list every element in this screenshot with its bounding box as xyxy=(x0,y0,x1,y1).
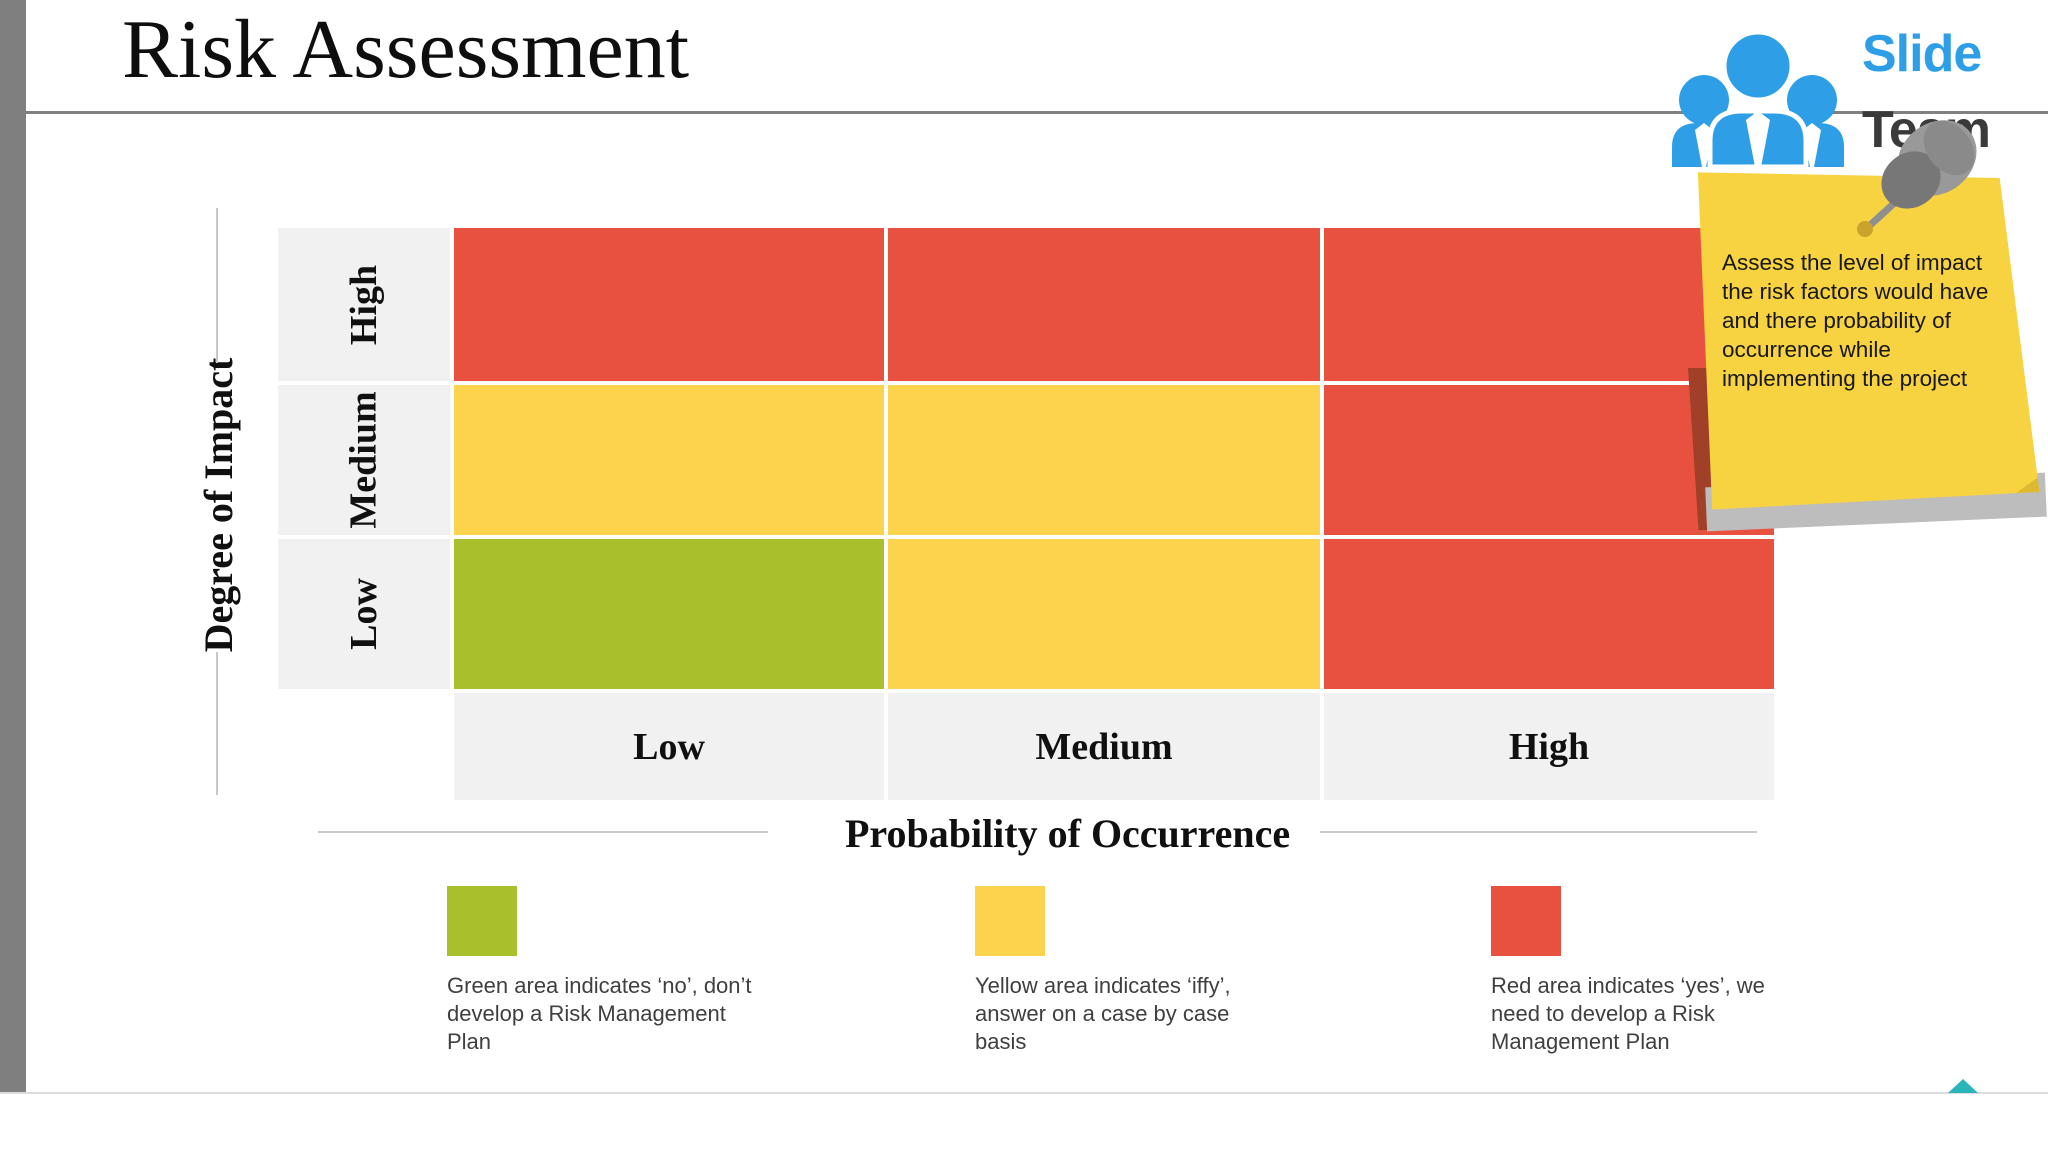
x-axis-title: Probability of Occurrence xyxy=(845,811,1291,856)
col-header-high: High xyxy=(1324,693,1774,800)
page-title: Risk Assessment xyxy=(122,3,690,96)
row-label-medium: Medium xyxy=(278,385,450,535)
y-axis-line-bottom xyxy=(216,652,218,795)
push-pin-icon xyxy=(1857,120,1977,237)
legend-swatch-red xyxy=(1491,886,1561,956)
risk-matrix-grid: High Medium Low Low Medium High xyxy=(278,228,1774,800)
legend-swatch-green xyxy=(447,886,517,956)
y-axis-title: Degree of Impact xyxy=(195,357,241,653)
row-label-text: High xyxy=(343,264,385,345)
legend-text-red: Red area indicates ‘yes’, we need to dev… xyxy=(1491,973,1765,1054)
matrix-corner-cell xyxy=(278,693,450,800)
matrix-cell-low-high xyxy=(1324,539,1774,689)
col-header-medium: Medium xyxy=(888,693,1320,800)
matrix-cell-low-low xyxy=(454,539,884,689)
row-label-high: High xyxy=(278,228,450,381)
row-label-low: Low xyxy=(278,539,450,689)
sticky-note-text: Assess the level of impact the risk fact… xyxy=(1722,250,1989,391)
legend-item-yellow: Yellow area indicates ‘iffy’, answer on … xyxy=(975,886,1345,1056)
footer-line xyxy=(0,1092,2048,1094)
matrix-cell-medium-medium xyxy=(888,385,1320,535)
triangle-up-icon[interactable] xyxy=(1948,1079,1978,1093)
matrix-cell-high-medium xyxy=(888,228,1320,381)
legend-swatch-yellow xyxy=(975,886,1045,956)
legend-text-green: Green area indicates ‘no’, don’t develop… xyxy=(447,973,752,1054)
row-label-text: Low xyxy=(342,578,385,650)
legend-item-red: Red area indicates ‘yes’, we need to dev… xyxy=(1491,886,1861,1056)
matrix-cell-low-medium xyxy=(888,539,1320,689)
x-axis-line-right xyxy=(1320,831,1757,833)
legend-text-yellow: Yellow area indicates ‘iffy’, answer on … xyxy=(975,973,1231,1054)
left-edge-bar xyxy=(0,0,26,1093)
legend-item-green: Green area indicates ‘no’, don’t develop… xyxy=(447,886,817,1056)
title-divider-line xyxy=(26,111,2048,114)
slideteam-people-icon xyxy=(1672,29,1844,167)
col-header-low: Low xyxy=(454,693,884,800)
x-axis-line-left xyxy=(318,831,768,833)
y-axis-line-top xyxy=(216,208,218,363)
row-label-text: Medium xyxy=(343,391,385,529)
logo-text-slide: Slide xyxy=(1862,25,1982,83)
matrix-cell-high-high xyxy=(1324,228,1774,381)
matrix-cell-medium-low xyxy=(454,385,884,535)
matrix-cell-high-low xyxy=(454,228,884,381)
